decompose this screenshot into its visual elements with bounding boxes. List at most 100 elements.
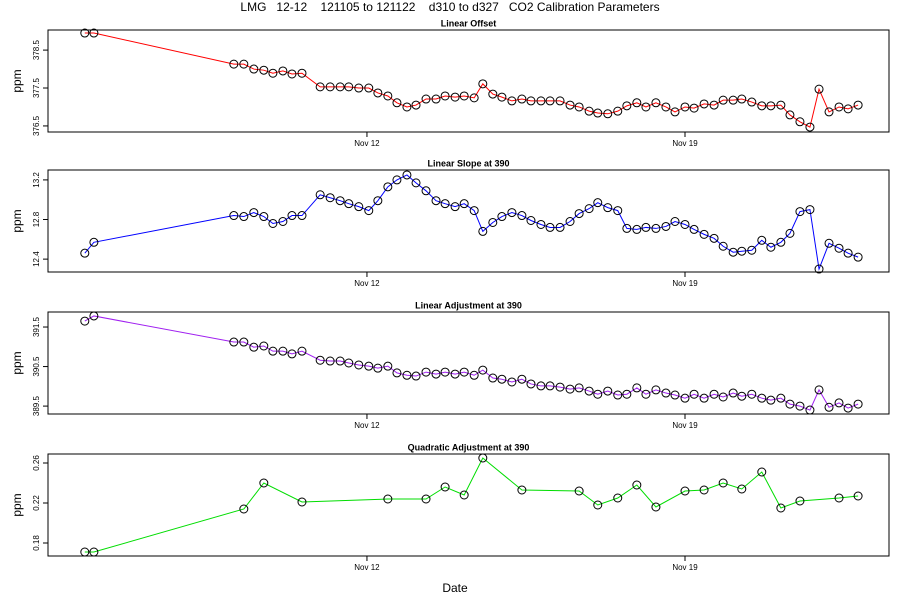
data-point bbox=[603, 386, 613, 396]
data-point bbox=[632, 224, 642, 234]
data-point bbox=[853, 252, 863, 262]
data-point bbox=[440, 91, 450, 101]
data-point bbox=[776, 503, 786, 513]
data-point bbox=[661, 388, 671, 398]
data-point bbox=[670, 107, 680, 117]
data-point bbox=[478, 365, 488, 375]
panel-title: Quadratic Adjustment at 390 bbox=[408, 442, 530, 452]
data-line bbox=[84, 315, 859, 411]
data-point bbox=[785, 228, 795, 238]
x-tick-label: Nov 19 bbox=[672, 563, 698, 572]
plot-frame bbox=[47, 169, 890, 273]
panel-title: Linear Offset bbox=[441, 18, 497, 28]
data-point bbox=[565, 216, 575, 226]
data-point bbox=[249, 342, 259, 352]
data-point bbox=[488, 373, 498, 383]
data-point bbox=[680, 393, 690, 403]
data-point bbox=[574, 209, 584, 219]
data-point bbox=[287, 211, 297, 221]
data-point bbox=[699, 393, 709, 403]
y-tick-label: 377.5 bbox=[32, 77, 41, 98]
y-tick-label: 12.4 bbox=[32, 251, 41, 267]
data-point bbox=[545, 222, 555, 232]
data-point bbox=[335, 196, 345, 206]
y-tick-label: 0.18 bbox=[32, 535, 41, 551]
data-point bbox=[287, 69, 297, 79]
y-axis-label: ppm bbox=[10, 493, 24, 516]
x-tick-label: Nov 19 bbox=[672, 279, 698, 288]
data-point bbox=[335, 356, 345, 366]
data-point bbox=[814, 84, 824, 94]
data-point bbox=[278, 216, 288, 226]
data-point bbox=[287, 349, 297, 359]
data-point bbox=[315, 190, 325, 200]
data-point bbox=[574, 102, 584, 112]
data-point bbox=[814, 385, 824, 395]
data-point bbox=[680, 102, 690, 112]
data-point bbox=[354, 83, 364, 93]
plot-frame bbox=[47, 311, 890, 415]
data-point bbox=[603, 203, 613, 213]
data-point bbox=[421, 94, 431, 104]
data-point bbox=[747, 97, 757, 107]
y-tick-label: 13.2 bbox=[32, 172, 41, 188]
data-point bbox=[344, 199, 354, 209]
data-point bbox=[853, 399, 863, 409]
data-point bbox=[795, 401, 805, 411]
data-point bbox=[335, 82, 345, 92]
data-point bbox=[478, 226, 488, 236]
data-point bbox=[824, 402, 834, 412]
data-point bbox=[680, 219, 690, 229]
main-title: LMG 12-12 121105 to 121122 d310 to d327 … bbox=[240, 0, 659, 14]
data-point bbox=[718, 241, 728, 251]
data-point bbox=[440, 367, 450, 377]
data-point bbox=[545, 96, 555, 106]
data-point bbox=[824, 107, 834, 117]
data-point bbox=[325, 356, 335, 366]
data-point bbox=[268, 346, 278, 356]
data-point bbox=[757, 235, 767, 245]
data-point bbox=[814, 264, 824, 274]
data-point bbox=[373, 196, 383, 206]
data-point bbox=[651, 98, 661, 108]
data-point bbox=[488, 217, 498, 227]
data-point bbox=[229, 59, 239, 69]
data-point bbox=[853, 100, 863, 110]
y-axis-label: ppm bbox=[10, 69, 24, 92]
data-point bbox=[584, 106, 594, 116]
data-point bbox=[737, 246, 747, 256]
data-point bbox=[574, 383, 584, 393]
data-point bbox=[517, 211, 527, 221]
data-point bbox=[402, 102, 412, 112]
data-point bbox=[651, 385, 661, 395]
data-point bbox=[373, 363, 383, 373]
data-point bbox=[766, 395, 776, 405]
data-point bbox=[593, 198, 603, 208]
data-point bbox=[392, 368, 402, 378]
data-point bbox=[421, 186, 431, 196]
data-point bbox=[354, 360, 364, 370]
data-point bbox=[297, 211, 307, 221]
data-point bbox=[517, 94, 527, 104]
data-point bbox=[795, 496, 805, 506]
data-point bbox=[411, 371, 421, 381]
data-point bbox=[699, 99, 709, 109]
data-point bbox=[488, 89, 498, 99]
data-point bbox=[526, 379, 536, 389]
data-point bbox=[249, 64, 259, 74]
data-point bbox=[843, 403, 853, 413]
data-point bbox=[459, 199, 469, 209]
data-point bbox=[459, 490, 469, 500]
data-point bbox=[80, 547, 90, 557]
data-point bbox=[344, 358, 354, 368]
data-point bbox=[450, 202, 460, 212]
data-point bbox=[383, 91, 393, 101]
data-point bbox=[239, 337, 249, 347]
data-point bbox=[641, 389, 651, 399]
data-point bbox=[239, 59, 249, 69]
data-point bbox=[661, 221, 671, 231]
data-point bbox=[440, 199, 450, 209]
data-point bbox=[651, 502, 661, 512]
data-point bbox=[259, 212, 269, 222]
data-point bbox=[80, 28, 90, 38]
